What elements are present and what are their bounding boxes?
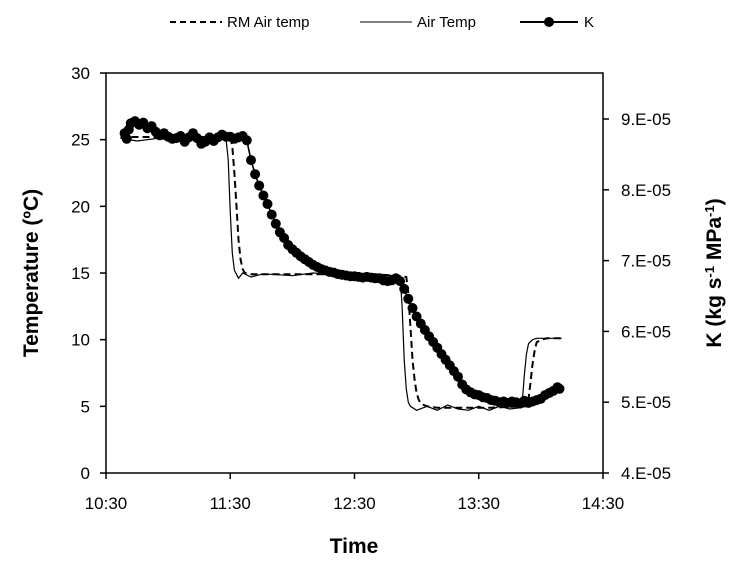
data-point-k bbox=[266, 209, 277, 220]
y-right-tick-label: 9.E-05 bbox=[621, 110, 671, 129]
data-point-k bbox=[403, 293, 414, 304]
y-left-tick-label: 30 bbox=[71, 64, 90, 83]
series-line-rm-air-temp bbox=[120, 136, 562, 409]
x-tick-label: 14:30 bbox=[582, 494, 625, 513]
data-point-k bbox=[250, 169, 261, 180]
data-point-k bbox=[453, 371, 463, 382]
tick-labels: 10:30 11:30 12:30 13:30 14:30 0 5 10 15 20 25 30 4.E… bbox=[71, 64, 671, 513]
series-layer bbox=[119, 116, 565, 411]
data-point-k bbox=[270, 218, 281, 229]
data-point-k bbox=[554, 383, 565, 394]
y-left-tick-label: 15 bbox=[71, 264, 90, 283]
data-point-k bbox=[262, 199, 273, 209]
y-right-tick-label: 4.E-05 bbox=[621, 464, 671, 483]
legend-label-k: K bbox=[584, 14, 594, 31]
y-right-tick-label: 6.E-05 bbox=[621, 322, 671, 341]
x-tick-label: 10:30 bbox=[85, 494, 128, 513]
data-point-k bbox=[121, 133, 132, 144]
y-left-tick-label: 25 bbox=[71, 131, 90, 150]
x-tick-label: 13:30 bbox=[457, 494, 500, 513]
x-tick-label: 12:30 bbox=[333, 494, 376, 513]
y-right-tick-label: 8.E-05 bbox=[621, 181, 671, 200]
y-right-axis-title: K (kg s-1 MPa-1) bbox=[702, 198, 727, 347]
data-point-k bbox=[254, 180, 265, 191]
y-right-tick-label: 7.E-05 bbox=[621, 252, 671, 271]
legend-label-rm-air-temp: RM Air temp bbox=[227, 14, 310, 31]
legend-marker-k bbox=[544, 17, 554, 27]
data-point-k bbox=[407, 303, 418, 313]
data-point-k bbox=[246, 155, 256, 166]
x-axis-title: Time bbox=[330, 535, 379, 558]
data-point-k bbox=[399, 283, 410, 294]
y-left-tick-label: 0 bbox=[81, 464, 90, 483]
data-point-k bbox=[241, 135, 252, 146]
axis-ticks bbox=[100, 72, 609, 479]
legend-label-air-temp: Air Temp bbox=[417, 14, 476, 31]
y-left-tick-label: 20 bbox=[71, 197, 90, 216]
legend: RM Air temp Air Temp K bbox=[170, 14, 594, 31]
data-point-k bbox=[258, 190, 269, 201]
y-left-tick-label: 10 bbox=[71, 331, 90, 350]
series-line-k bbox=[123, 120, 560, 405]
data-point-k bbox=[395, 276, 406, 287]
y-left-tick-label: 5 bbox=[81, 397, 90, 416]
y-right-tick-label: 5.E-05 bbox=[621, 393, 671, 412]
y-left-axis-title: Temperature (ºC) bbox=[20, 189, 43, 357]
x-tick-label: 11:30 bbox=[210, 494, 251, 513]
